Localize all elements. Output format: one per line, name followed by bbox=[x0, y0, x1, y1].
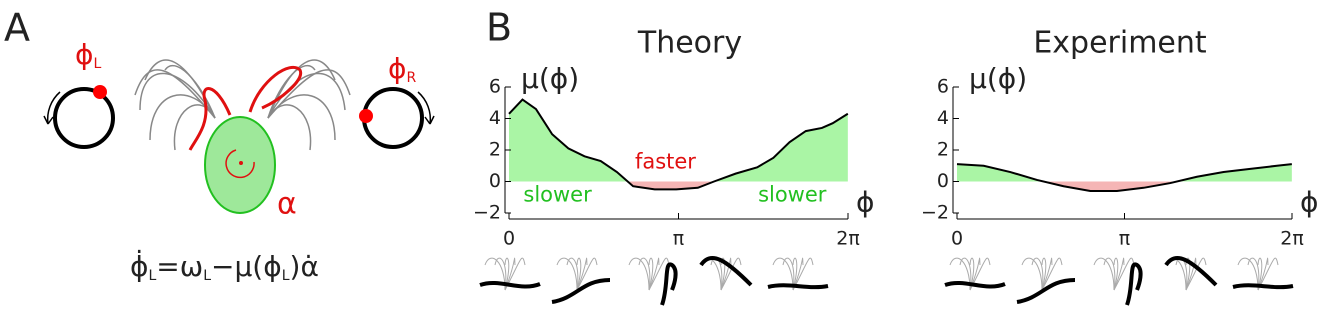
subscript: L bbox=[282, 268, 290, 284]
thumb-gray bbox=[1257, 257, 1279, 291]
thumb-gray bbox=[1113, 257, 1125, 291]
area-positive bbox=[509, 99, 848, 182]
area-negative bbox=[957, 181, 1292, 191]
thumb-gray bbox=[1257, 257, 1263, 291]
thumb-gray bbox=[792, 257, 814, 291]
x-tick-label: π bbox=[1119, 228, 1130, 250]
curve bbox=[508, 98, 849, 191]
x-axis-label: ϕ bbox=[1300, 186, 1318, 219]
thumb-filament bbox=[1016, 278, 1076, 304]
thumb-filament bbox=[767, 283, 829, 290]
thumb-gray bbox=[1257, 257, 1269, 291]
thumb-gray bbox=[576, 257, 598, 291]
thumb-filament bbox=[1164, 255, 1218, 287]
x-axis-label: ϕ bbox=[856, 186, 874, 219]
thumb-gray bbox=[792, 257, 804, 291]
x-tick-label: 2π bbox=[1280, 228, 1304, 250]
thumb-gray bbox=[576, 257, 588, 291]
subscript: L bbox=[148, 268, 156, 284]
thumb-gray bbox=[1113, 257, 1119, 291]
thumb-gray bbox=[720, 257, 742, 291]
panel-a-drawing bbox=[43, 59, 435, 214]
thumb-gray bbox=[782, 257, 795, 291]
curve bbox=[956, 163, 1292, 192]
symbol: ϕ bbox=[388, 52, 406, 85]
thumb-gray bbox=[1247, 257, 1260, 291]
thumb-gray bbox=[792, 257, 798, 291]
subscript: L bbox=[93, 56, 101, 72]
thumb-filament bbox=[699, 255, 753, 287]
thumb-gray bbox=[1041, 257, 1063, 291]
thumb-filament bbox=[551, 278, 611, 304]
thumb-filament bbox=[479, 280, 541, 289]
thumb-gray bbox=[720, 257, 732, 291]
y-axis-label: μ(ϕ) bbox=[521, 62, 579, 95]
thumb-gray bbox=[1041, 257, 1047, 291]
thumb-gray bbox=[710, 257, 723, 291]
thumb-gray bbox=[648, 257, 654, 291]
equation-part: =ω bbox=[156, 250, 203, 283]
y-tick-label: 4 bbox=[937, 107, 949, 129]
thumb-gray bbox=[576, 257, 582, 291]
x-tick-label: 2π bbox=[836, 228, 860, 250]
thumb-gray bbox=[648, 257, 670, 291]
thumb-gray bbox=[1185, 257, 1207, 291]
thumb-gray bbox=[1031, 257, 1044, 291]
annotation: slower bbox=[523, 183, 592, 207]
y-tick-label: 6 bbox=[937, 76, 949, 98]
thumb-gray bbox=[1185, 257, 1197, 291]
thumb-filament bbox=[660, 262, 678, 306]
y-tick-label: 2 bbox=[489, 139, 501, 161]
area-positive bbox=[957, 164, 1292, 182]
subscript: L bbox=[203, 268, 211, 284]
thumb-gray bbox=[1041, 257, 1053, 291]
area-negative bbox=[509, 181, 848, 190]
subscript: R bbox=[406, 70, 416, 86]
equation: ϕ̇L=ωL−μ(ϕL)α̇ bbox=[130, 249, 319, 284]
thumb-gray bbox=[1175, 257, 1188, 291]
equation-part: −μ(ϕ bbox=[211, 250, 282, 283]
alpha-label: α bbox=[277, 187, 297, 222]
y-tick-label: 0 bbox=[937, 170, 949, 192]
y-tick-label: 2 bbox=[937, 139, 949, 161]
panel-label: B bbox=[486, 6, 512, 50]
equation-part: )α̇ bbox=[290, 250, 319, 283]
phi-left-label: ϕL bbox=[75, 38, 101, 72]
x-tick-label: 0 bbox=[503, 228, 515, 250]
thumb-filament bbox=[1232, 283, 1294, 290]
symbol: ϕ bbox=[75, 38, 93, 71]
thumb-gray bbox=[1113, 257, 1135, 291]
thumbnails bbox=[479, 255, 1294, 306]
thumb-filament bbox=[1125, 262, 1143, 306]
panel-label: A bbox=[4, 6, 30, 50]
thumb-gray bbox=[566, 257, 579, 291]
annotation: faster bbox=[635, 150, 696, 174]
annotation: slower bbox=[758, 183, 827, 207]
thumb-gray bbox=[648, 257, 660, 291]
y-axis-label: μ(ϕ) bbox=[969, 62, 1027, 95]
x-tick-label: 0 bbox=[951, 228, 963, 250]
thumb-filament bbox=[944, 280, 1006, 289]
equation-part: ϕ̇ bbox=[130, 249, 148, 283]
y-tick-label: 6 bbox=[489, 76, 501, 98]
y-tick-label: 4 bbox=[489, 107, 501, 129]
x-tick-label: π bbox=[673, 228, 684, 250]
chart-title: Theory bbox=[637, 26, 742, 61]
chart-title: Experiment bbox=[1033, 26, 1207, 61]
thumb-gray bbox=[1103, 257, 1116, 291]
y-tick-label: 0 bbox=[489, 170, 501, 192]
phi-right-label: ϕR bbox=[388, 52, 416, 86]
y-tick-label: −2 bbox=[473, 202, 501, 224]
y-tick-label: −2 bbox=[921, 202, 949, 224]
thumb-gray bbox=[638, 257, 651, 291]
